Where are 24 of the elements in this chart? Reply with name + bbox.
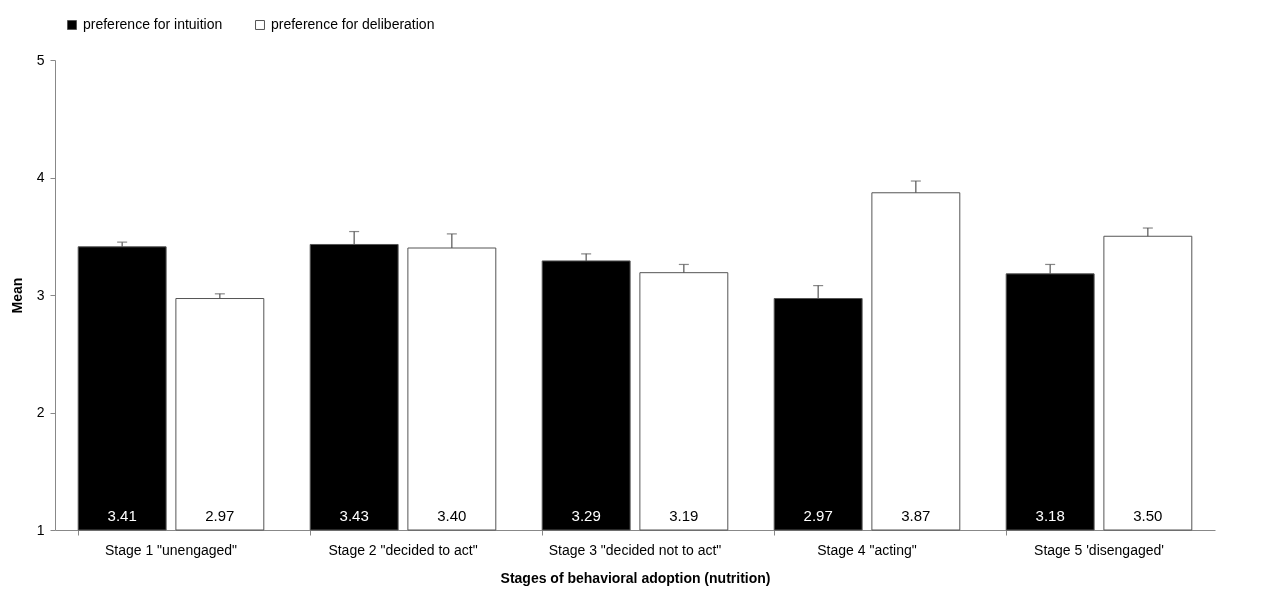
data-label: 3.18	[1035, 507, 1065, 524]
data-label: 3.40	[437, 507, 467, 524]
data-label: 2.97	[803, 507, 833, 524]
x-tick-label: Stage 3 "decided not to act"	[548, 541, 722, 558]
x-axis-title: Stages of behavioral adoption (nutrition)	[500, 569, 771, 586]
x-tick-label: Stage 2 "decided to act"	[328, 541, 478, 558]
y-tick-label: 3	[36, 286, 45, 303]
data-label: 3.29	[571, 507, 601, 524]
data-label: 3.43	[339, 507, 369, 524]
y-axis-title: Mean	[8, 277, 25, 314]
data-label: 3.87	[901, 507, 931, 524]
y-tick-label: 4	[36, 169, 45, 185]
y-tick-label: 5	[36, 51, 45, 68]
legend-label: preference for deliberation	[271, 16, 435, 32]
data-label: 2.97	[205, 507, 235, 524]
data-label: 3.19	[669, 507, 699, 524]
x-tick-label: Stage 1 "unengaged"	[104, 541, 238, 558]
legend-label: preference for intuition	[83, 16, 223, 32]
data-label: 3.50	[1133, 507, 1163, 524]
x-tick-label: Stage 4 "acting"	[817, 541, 917, 558]
x-tick-label: Stage 5 'disengaged'	[1034, 541, 1164, 558]
data-label: 3.41	[107, 507, 137, 524]
y-tick-label: 2	[36, 404, 45, 420]
y-tick-label: 1	[36, 521, 45, 538]
